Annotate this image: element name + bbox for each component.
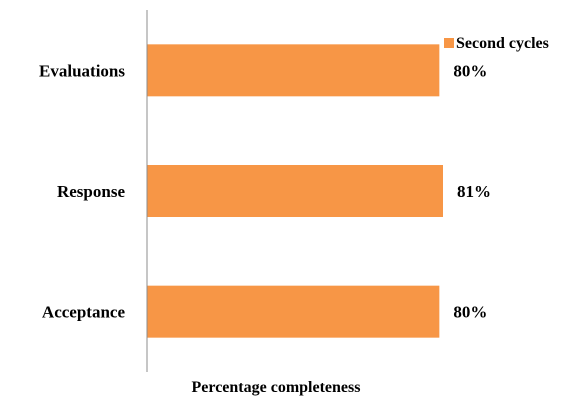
bars-group — [147, 44, 443, 338]
bar-evaluations — [147, 44, 440, 97]
data-label-acceptance: 80% — [453, 303, 487, 322]
data-label-evaluations: 80% — [453, 61, 487, 80]
category-label-response: Response — [57, 182, 125, 201]
x-axis-title: Percentage completeness — [192, 379, 361, 396]
legend-label-second-cycles: Second cycles — [456, 35, 549, 52]
category-label-acceptance: Acceptance — [42, 303, 126, 322]
legend: Second cycles — [444, 35, 549, 52]
data-label-response: 81% — [457, 182, 491, 201]
category-label-evaluations: Evaluations — [39, 61, 125, 80]
bar-acceptance — [147, 285, 440, 338]
data-labels-group: 80% 81% 80% — [453, 61, 491, 321]
bar-response — [147, 165, 443, 217]
category-labels-group: Acceptance Response Evaluations — [39, 61, 125, 321]
legend-swatch-second-cycles — [444, 38, 454, 48]
